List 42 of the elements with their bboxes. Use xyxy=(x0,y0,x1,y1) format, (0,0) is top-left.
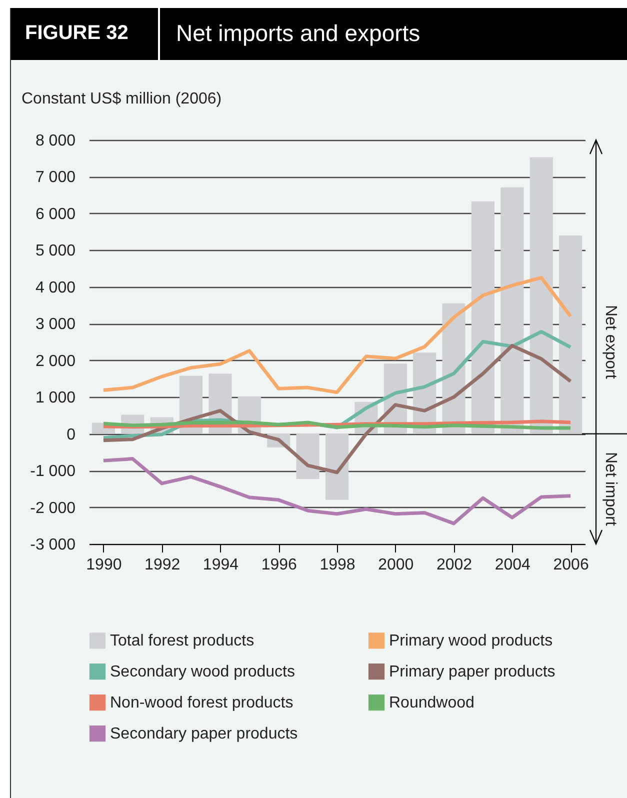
bar xyxy=(296,434,320,479)
legend-label: Secondary wood products xyxy=(110,664,295,680)
line-series xyxy=(102,457,572,526)
y-tick-label: 0 xyxy=(66,426,76,444)
text: Net import xyxy=(602,452,619,526)
y-tick-label: 2 000 xyxy=(35,352,76,370)
x-tick-label: 1998 xyxy=(320,556,356,574)
bar xyxy=(559,235,582,434)
legend-label: Total forest products xyxy=(110,632,254,650)
legend-label: Primary wood products xyxy=(389,632,553,650)
x-tick-label: 2004 xyxy=(494,556,531,574)
y-tick-label: -3 000 xyxy=(30,536,76,554)
text: Net export xyxy=(602,305,619,380)
bar xyxy=(530,157,553,434)
x-tick-label: 2002 xyxy=(436,556,472,574)
legend-label: Non-wood forest products xyxy=(110,694,294,712)
x-tick-label: 1990 xyxy=(86,556,122,574)
bar xyxy=(325,434,349,500)
y-tick-label: 1 000 xyxy=(35,390,76,407)
chart-title: Net imports and exports xyxy=(176,20,420,47)
y-tick-label: 5 000 xyxy=(35,242,76,260)
x-tick-label: 1992 xyxy=(144,556,180,574)
y-tick-label: 3 000 xyxy=(35,316,76,334)
y-tick-label: 6 000 xyxy=(35,206,76,223)
y-tick-label: 8 000 xyxy=(35,132,76,150)
x-tick-label: 2000 xyxy=(378,556,414,574)
x-tick-label: 1996 xyxy=(261,556,298,574)
y-tick-label: 4 000 xyxy=(35,279,76,296)
line-series xyxy=(102,276,572,394)
y-axis-title: Constant US$ million (2006) xyxy=(22,90,222,108)
y-tick-label: -2 000 xyxy=(30,500,76,517)
x-tick-label: 2006 xyxy=(553,556,589,574)
line-series xyxy=(102,344,572,474)
legend-label: Primary paper products xyxy=(389,664,556,680)
caption: FIGURE 32 xyxy=(25,22,128,45)
y-tick-label: 7 000 xyxy=(35,169,76,186)
legend-label: Secondary paper products xyxy=(110,726,298,742)
y-tick-label: -1 000 xyxy=(30,463,76,480)
legend-label: Roundwood xyxy=(389,694,474,712)
bar xyxy=(471,201,494,434)
x-tick-label: 1994 xyxy=(202,556,239,574)
bar xyxy=(500,187,524,434)
